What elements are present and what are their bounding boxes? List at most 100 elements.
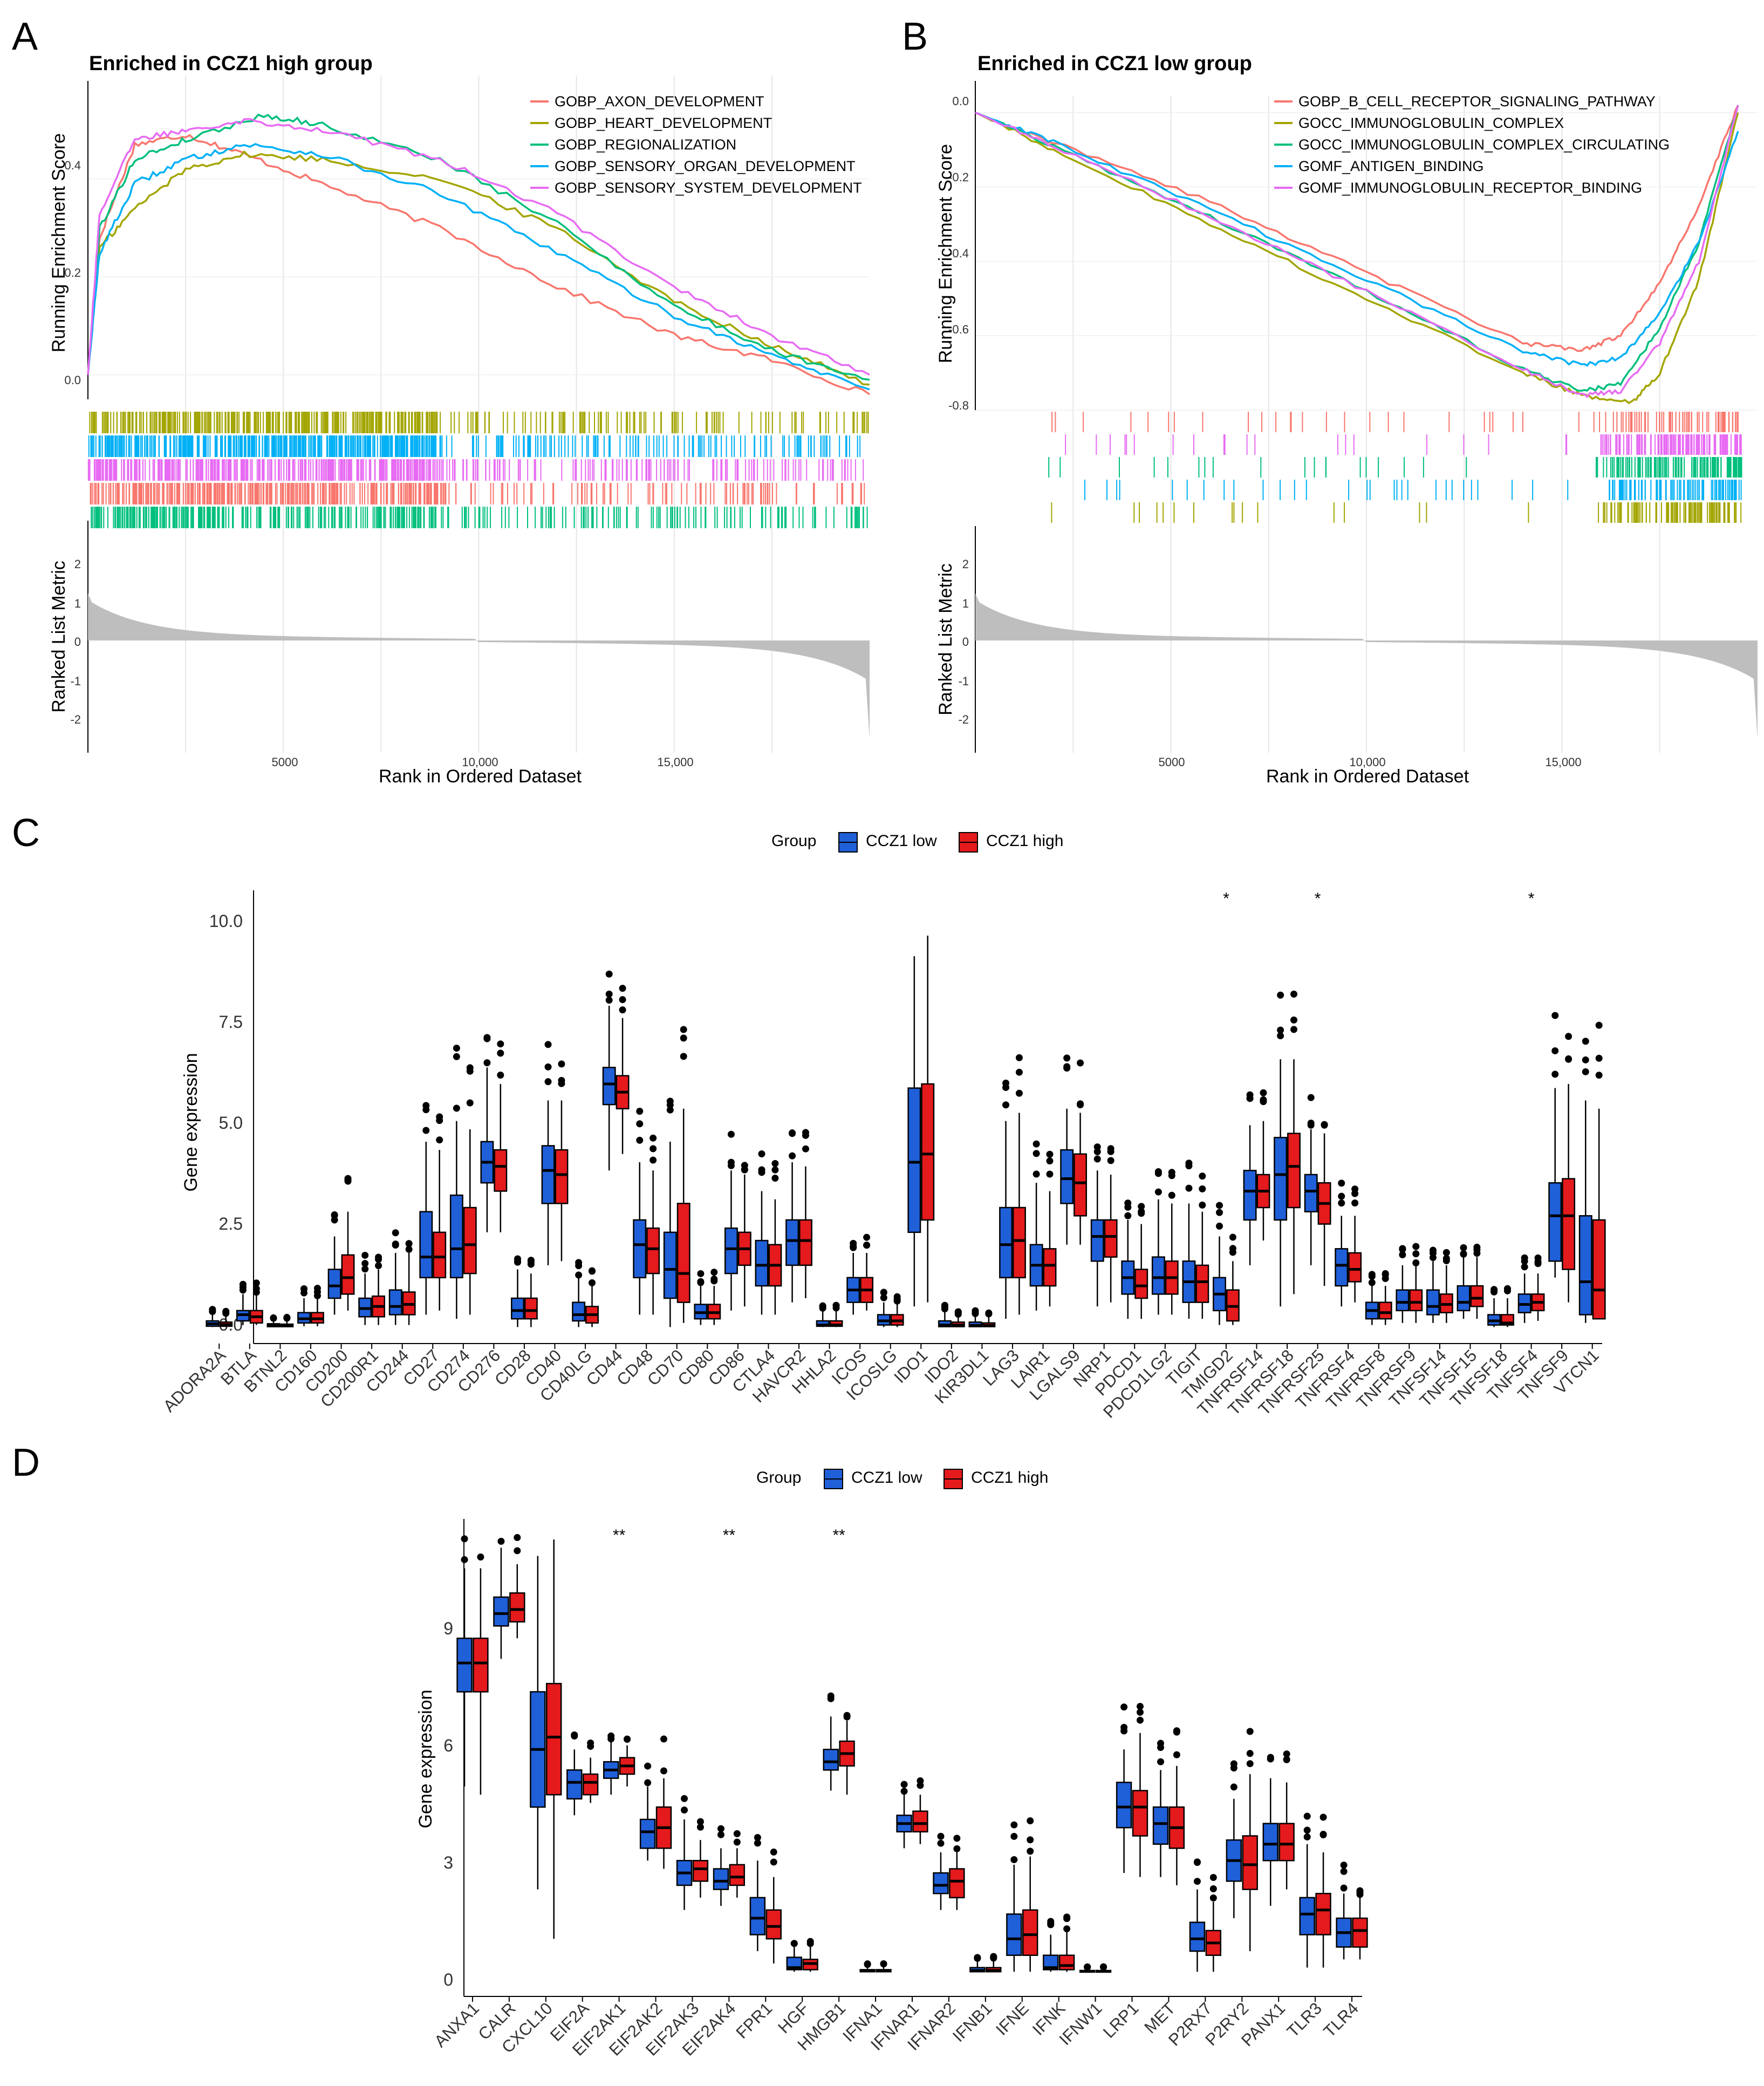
d-outlier [770,1848,777,1856]
d-outlier [937,1832,945,1840]
d-box-body [546,1682,562,1796]
c-outlier [1399,1251,1406,1259]
d-box-high-22 [1278,1750,1295,1890]
c-box-low-4 [327,1211,341,1315]
c-box-body [921,1083,935,1221]
c-box-high-43 [1531,1254,1545,1321]
c-outlier [636,1120,644,1128]
d-outlier [900,1788,908,1795]
d-outlier [644,1762,652,1770]
c-box-body [1348,1252,1362,1283]
c-box-high-19 [799,1129,812,1298]
c-outlier [680,1026,687,1033]
c-outlier [1124,1212,1132,1219]
c-box-low-17 [724,1130,738,1311]
d-box-body [1299,1897,1315,1935]
c-box-low-20 [816,1302,830,1327]
c-outlier [252,1279,260,1287]
panel-b-ylabel-es: Running Enrichment Score [935,144,956,363]
c-box-high-40 [1439,1249,1453,1323]
c-outlier [1260,1096,1267,1103]
c-outlier [497,1040,504,1048]
panel-a-xtick-0: 5000 [272,755,298,769]
d-outlier [461,1535,468,1543]
d-outlier [806,1940,814,1947]
c-box-high-1 [249,1279,263,1325]
d-outlier [1100,1964,1107,1971]
c-outlier [1199,1172,1206,1180]
c-box-low-8 [449,1045,463,1319]
panel-b-ylabel-metric: Ranked List Metric [935,563,956,715]
c-box-high-11 [555,1060,569,1262]
c-outlier [1063,1054,1071,1062]
c-box-high-13 [616,985,630,1154]
c-box-body [494,1149,508,1192]
d-box-low-9 [786,1940,802,1972]
c-box-low-13 [602,970,616,1171]
d-box-low-4 [603,1732,619,1795]
d-significance-10: ** [832,1526,845,1544]
panel-a-es-lines [87,113,870,396]
d-box-high-2 [546,1539,562,1939]
c-outlier [619,985,626,992]
c-outlier [375,1253,382,1261]
c-box-low-16 [694,1270,708,1325]
b-hit-row-0 [1051,412,1739,432]
c-outlier [1033,1150,1040,1157]
c-outlier [497,1049,504,1057]
d-box-high-8 [765,1848,782,1964]
c-outlier [270,1314,277,1322]
c-box-body [1378,1301,1392,1320]
d-outlier [1136,1716,1144,1724]
c-outlier [680,1053,687,1060]
d-outlier [1063,1925,1071,1933]
c-outlier [1033,1170,1040,1178]
d-outlier [696,1818,704,1825]
c-box-low-25 [968,1307,982,1327]
c-outlier [1442,1257,1450,1265]
c-outlier [1015,1054,1023,1061]
c-outlier [1168,1191,1175,1199]
c-box-low-1 [236,1280,250,1325]
d-outlier [681,1806,688,1814]
c-box-high-20 [829,1301,843,1327]
c-box-low-11 [541,1041,555,1265]
d-outlier [1209,1873,1217,1881]
c-box-body [1426,1289,1440,1315]
panel-c-legend-low: CCZ1 low [866,832,937,850]
d-outlier [1209,1894,1217,1902]
d-box-body [582,1773,599,1796]
c-outlier [239,1286,247,1294]
d-outlier [1319,1831,1327,1839]
c-box-low-14 [633,1107,647,1315]
panel-c-ytick-3: 7.5 [219,1012,243,1032]
c-outlier [331,1211,338,1218]
c-box-high-36 [1317,1121,1331,1286]
d-box-low-16 [1043,1918,1059,1972]
c-box-low-43 [1517,1254,1531,1323]
d-outlier [754,1833,761,1841]
c-outlier [222,1307,230,1315]
d-box-high-13 [949,1835,965,1910]
d-box-low-5 [639,1762,656,1861]
c-significance-43: * [1528,890,1535,908]
c-outlier [1215,1222,1223,1230]
c-outlier [436,1117,443,1124]
a-es-line-3 [87,142,870,391]
panel-b-mtick-1: 1 [962,597,969,610]
c-box-body [1074,1153,1088,1217]
c-box-body [724,1227,738,1274]
c-box-body [541,1145,555,1204]
c-outlier [1351,1185,1359,1193]
panel-a-ytick-2: 0.4 [64,159,81,172]
c-outlier [1277,1026,1284,1034]
panel-c-legend-title: Group [771,832,816,850]
c-box-high-23 [921,936,935,1303]
b-es-line-1 [975,112,1739,405]
d-box-body [765,1909,782,1940]
panel-a-ytick-1: 0.2 [64,266,81,280]
c-box-high-4 [341,1175,355,1311]
d-outlier [1283,1756,1290,1763]
c-outlier [1002,1083,1010,1091]
c-box-low-9 [480,1034,494,1232]
